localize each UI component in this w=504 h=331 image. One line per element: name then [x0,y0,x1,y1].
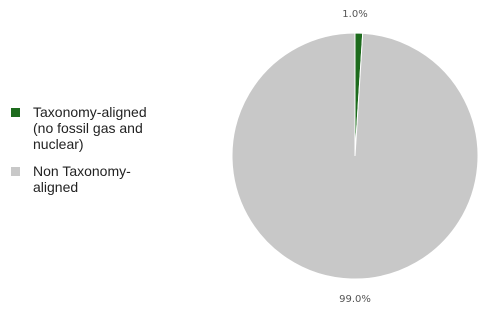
pie-slice-label-taxonomy-aligned: 1.0% [342,9,367,20]
legend-item-non-taxonomy-aligned: Non Taxonomy- aligned [11,163,181,195]
legend: Taxonomy-aligned (no fossil gas and nucl… [11,104,181,206]
pie-slices [231,32,479,280]
legend-swatch-non-taxonomy-aligned [11,167,20,176]
pie-slice-non-taxonomy-aligned [231,32,479,280]
pie-slice-label-non-taxonomy-aligned: 99.0% [339,294,371,305]
legend-label-taxonomy-aligned: Taxonomy-aligned (no fossil gas and nucl… [33,104,147,152]
legend-item-taxonomy-aligned: Taxonomy-aligned (no fossil gas and nucl… [11,104,181,152]
legend-label-non-taxonomy-aligned: Non Taxonomy- aligned [33,163,131,195]
legend-swatch-taxonomy-aligned [11,108,20,117]
